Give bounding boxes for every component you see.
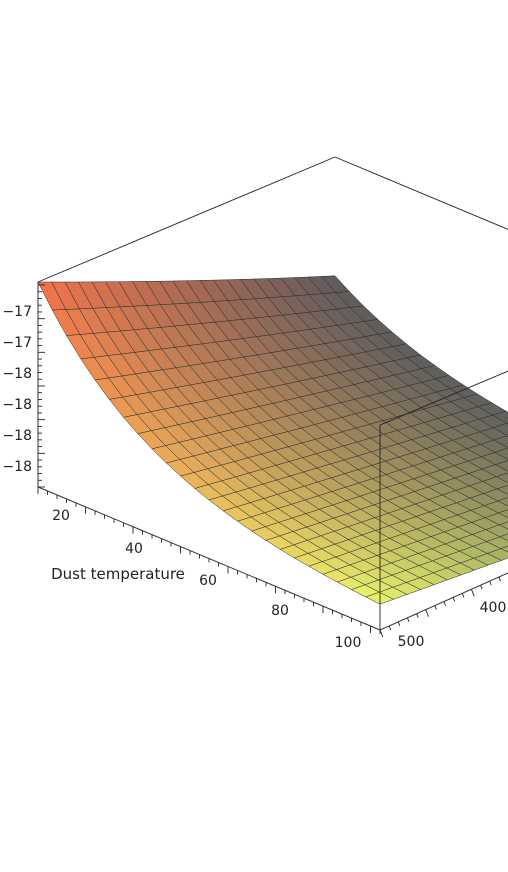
- y-minor-tick: [416, 613, 419, 618]
- box-edge-top-left: [37, 156, 336, 283]
- y-minor-tick: [434, 605, 437, 610]
- y-minor-tick: [407, 617, 410, 622]
- surface-patch: [500, 545, 508, 553]
- z-tick-label-2: −18: [2, 366, 32, 382]
- y-minor-tick: [397, 621, 401, 627]
- bounding-box-front: [379, 370, 508, 630]
- y-minor-tick: [461, 593, 465, 598]
- z-axis-minor-ticks: [38, 284, 45, 488]
- z-tick-label-3: −18: [2, 397, 32, 413]
- box-edge-top-back: [334, 156, 508, 230]
- y-minor-tick: [425, 609, 429, 617]
- z-axis: −17 −17 −18 −18 −18 −18: [2, 284, 45, 488]
- y-tick-label-1: 500: [398, 634, 425, 650]
- y-minor-tick: [471, 589, 475, 597]
- x-tick-label-0: 20: [52, 508, 70, 524]
- z-tick-label-0: −17: [2, 304, 32, 320]
- y-axis: 400 500: [379, 572, 508, 650]
- y-minor-tick: [489, 580, 492, 586]
- x-axis: 20 40 60 80 100 Dust temperature: [37, 486, 381, 651]
- y-minor-tick: [388, 625, 392, 631]
- z-tick-label-5: −18: [2, 459, 32, 475]
- y-minor-tick: [452, 597, 456, 602]
- x-tick-label-2: 60: [199, 573, 217, 589]
- x-tick-label-4: 100: [335, 635, 362, 651]
- y-minor-tick: [443, 601, 447, 606]
- z-tick-label-4: −18: [2, 428, 32, 444]
- y-tick-label-0: 400: [480, 600, 507, 616]
- y-minor-tick: [379, 629, 384, 638]
- y-axis-minor-ticks: [379, 573, 508, 638]
- box-edge-top-right: [379, 370, 508, 426]
- x-tick-label-3: 80: [271, 603, 289, 619]
- surface-patch: [499, 533, 508, 541]
- surface-patch: [498, 521, 508, 530]
- x-tick-label-1: 40: [125, 541, 143, 557]
- surface-mesh: [37, 275, 508, 605]
- x-axis-title: Dust temperature: [51, 565, 185, 583]
- x-axis-minor-ticks: [37, 487, 381, 634]
- y-minor-tick: [498, 576, 501, 582]
- y-minor-tick: [480, 585, 483, 590]
- z-tick-label-1: −17: [2, 335, 32, 351]
